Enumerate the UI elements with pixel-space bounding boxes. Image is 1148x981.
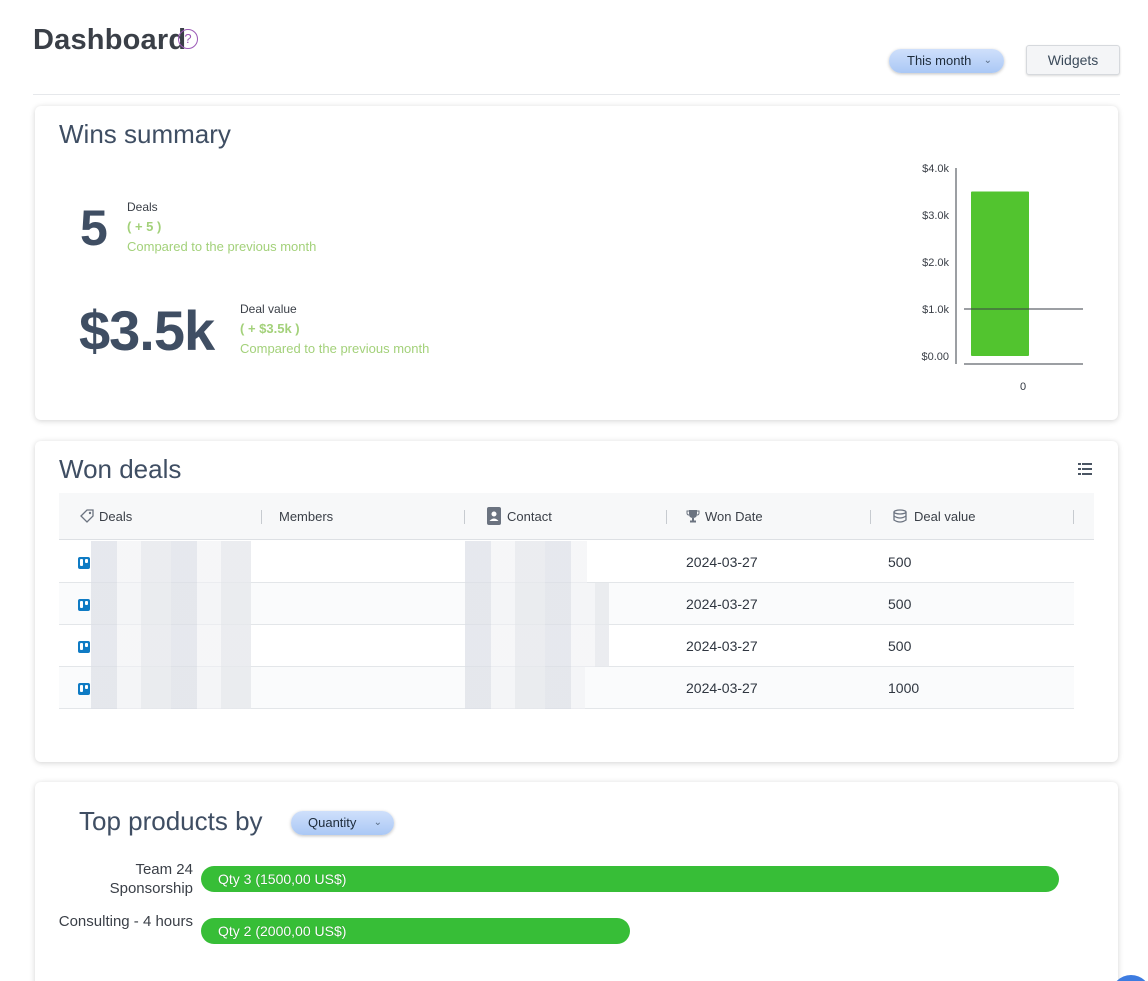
won-deals-title: Won deals bbox=[59, 454, 182, 484]
product-name: Consulting - 4 hours bbox=[58, 913, 193, 930]
deals-label: Deals bbox=[127, 200, 158, 214]
trello-card-icon[interactable] bbox=[78, 683, 90, 695]
redacted-contact[interactable] bbox=[465, 625, 609, 667]
product-bar-label: Qty 3 (1500,00 US$) bbox=[218, 871, 347, 887]
column-separator[interactable] bbox=[261, 510, 262, 524]
widgets-button[interactable]: Widgets bbox=[1026, 45, 1120, 75]
column-separator[interactable] bbox=[666, 510, 667, 524]
product-bar[interactable]: Qty 3 (1500,00 US$) bbox=[201, 866, 1059, 892]
deal-value-cell: 500 bbox=[888, 596, 912, 612]
y-tick-label: $1.0k bbox=[922, 304, 949, 316]
redacted-contact[interactable] bbox=[465, 541, 587, 583]
wins-summary-card: Wins summary 5 Deals ( + 5 ) Compared to… bbox=[35, 106, 1118, 420]
redacted-deal-name[interactable] bbox=[91, 541, 251, 583]
deal-value-amount: $3.5k bbox=[79, 299, 215, 362]
deals-count: 5 bbox=[80, 200, 108, 256]
y-tick-label: $2.0k bbox=[922, 257, 949, 269]
y-tick-label: $0.00 bbox=[921, 351, 949, 363]
deal-value-label: Deal value bbox=[240, 302, 297, 316]
trello-card-icon[interactable] bbox=[78, 599, 90, 611]
dashboard-header: Dashboard ? This month ⌄ Widgets bbox=[33, 20, 1120, 95]
deal-value-cell: 1000 bbox=[888, 680, 920, 696]
column-deals-label: Deals bbox=[99, 509, 133, 524]
column-members[interactable]: Members bbox=[279, 509, 334, 524]
chat-launcher-button[interactable] bbox=[1111, 975, 1148, 981]
column-won-date[interactable]: Won Date bbox=[686, 493, 763, 540]
column-separator[interactable] bbox=[870, 510, 871, 524]
help-icon[interactable]: ? bbox=[178, 29, 198, 49]
deal-value-cell: 500 bbox=[888, 554, 912, 570]
product-metric-select[interactable]: Quantity ⌄ bbox=[291, 811, 394, 835]
table-row[interactable]: 2024-03-27 1000 bbox=[59, 667, 1074, 709]
column-deal-value[interactable]: Deal value bbox=[892, 493, 975, 540]
redacted-deal-name[interactable] bbox=[91, 583, 251, 625]
y-tick-label: $4.0k bbox=[922, 163, 949, 175]
redacted-deal-name[interactable] bbox=[91, 667, 251, 709]
redacted-contact[interactable] bbox=[465, 583, 609, 625]
deal-value-compare-text: Compared to the previous month bbox=[240, 341, 430, 356]
won-deals-table-header: Deals Members Contact Won Date Deal valu… bbox=[59, 493, 1094, 540]
column-contact-label: Contact bbox=[507, 509, 552, 524]
redacted-deal-name[interactable] bbox=[91, 625, 251, 667]
trello-card-icon[interactable] bbox=[78, 557, 90, 569]
column-separator[interactable] bbox=[464, 510, 465, 524]
deals-compare-text: Compared to the previous month bbox=[127, 239, 317, 254]
x-tick-label: 0 bbox=[1020, 381, 1026, 393]
deal-value-delta: ( + $3.5k ) bbox=[240, 321, 300, 336]
column-deal-value-label: Deal value bbox=[914, 509, 976, 524]
top-products-card: Top products by Quantity ⌄ Team 24 Spons… bbox=[35, 782, 1118, 981]
top-products-title: Top products by bbox=[79, 806, 263, 836]
product-bar[interactable]: Qty 2 (2000,00 US$) bbox=[201, 918, 630, 944]
chevron-down-icon: ⌄ bbox=[983, 55, 992, 66]
list-view-icon[interactable] bbox=[1078, 463, 1092, 475]
won-date-cell: 2024-03-27 bbox=[686, 596, 758, 612]
wins-bar-chart: $4.0k $3.0k $2.0k $1.0k $0.00 0 bbox=[921, 163, 1083, 393]
redacted-contact[interactable] bbox=[465, 667, 585, 709]
bar bbox=[971, 191, 1029, 356]
won-date-cell: 2024-03-27 bbox=[686, 680, 758, 696]
table-row[interactable]: 2024-03-27 500 bbox=[59, 583, 1074, 625]
y-tick-label: $3.0k bbox=[922, 210, 949, 222]
column-separator[interactable] bbox=[1073, 510, 1074, 524]
product-bar-label: Qty 2 (2000,00 US$) bbox=[218, 923, 347, 939]
trello-card-icon[interactable] bbox=[78, 641, 90, 653]
wins-summary-title: Wins summary bbox=[59, 119, 231, 149]
chevron-down-icon: ⌄ bbox=[373, 817, 382, 828]
won-date-cell: 2024-03-27 bbox=[686, 638, 758, 654]
deals-delta: ( + 5 ) bbox=[127, 219, 162, 234]
contact-book-icon bbox=[487, 507, 501, 525]
column-deals[interactable]: Deals bbox=[79, 493, 132, 540]
period-select-label: This month bbox=[907, 53, 972, 68]
product-metric-select-label: Quantity bbox=[308, 815, 357, 830]
deal-value-cell: 500 bbox=[888, 638, 912, 654]
period-select[interactable]: This month ⌄ bbox=[889, 49, 1004, 73]
page-title: Dashboard bbox=[33, 24, 187, 56]
table-row[interactable]: 2024-03-27 500 bbox=[59, 541, 1074, 583]
table-row[interactable]: 2024-03-27 500 bbox=[59, 625, 1074, 667]
won-deals-card: Won deals Deals Members Contact Won Date… bbox=[35, 441, 1118, 762]
tag-icon bbox=[80, 509, 94, 523]
column-won-date-label: Won Date bbox=[705, 509, 763, 524]
trophy-icon bbox=[686, 510, 700, 523]
column-contact[interactable]: Contact bbox=[487, 493, 552, 540]
product-name: Team 24 Sponsorship bbox=[109, 861, 193, 897]
coins-icon bbox=[893, 509, 907, 523]
won-date-cell: 2024-03-27 bbox=[686, 554, 758, 570]
